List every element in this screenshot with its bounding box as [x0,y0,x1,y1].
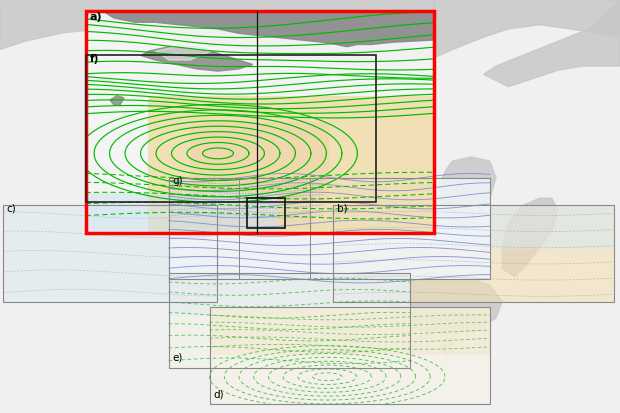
Bar [169,178,313,228]
Polygon shape [155,47,211,60]
Bar [210,307,490,355]
Bar [333,205,614,302]
Bar [169,178,490,279]
Bar [86,193,277,233]
Bar [86,11,434,233]
Text: c): c) [7,204,17,214]
Bar [169,273,410,368]
Bar [333,205,614,302]
Bar [210,307,490,404]
Text: g): g) [172,176,183,186]
Text: b): b) [337,204,347,214]
Bar [239,178,310,279]
Polygon shape [384,273,502,335]
Polygon shape [440,157,496,231]
Polygon shape [434,0,620,58]
Polygon shape [0,0,434,66]
Bar [86,55,376,202]
Bar [3,205,217,302]
Polygon shape [86,11,434,47]
Polygon shape [502,198,558,277]
Polygon shape [141,47,253,71]
Bar [247,198,285,228]
Bar [190,122,329,200]
Text: d): d) [213,389,224,399]
Bar [333,205,614,249]
Text: f): f) [90,55,99,64]
Bar [169,178,490,279]
Polygon shape [440,339,453,355]
Polygon shape [291,132,322,157]
Text: a): a) [90,12,102,22]
Bar [169,273,410,316]
Text: e): e) [172,353,183,363]
Bar [3,205,217,302]
Bar [86,11,434,233]
Polygon shape [110,95,124,104]
Bar [210,307,490,404]
Bar [148,95,434,233]
Polygon shape [484,0,620,87]
Bar [169,273,410,368]
Polygon shape [167,120,186,132]
